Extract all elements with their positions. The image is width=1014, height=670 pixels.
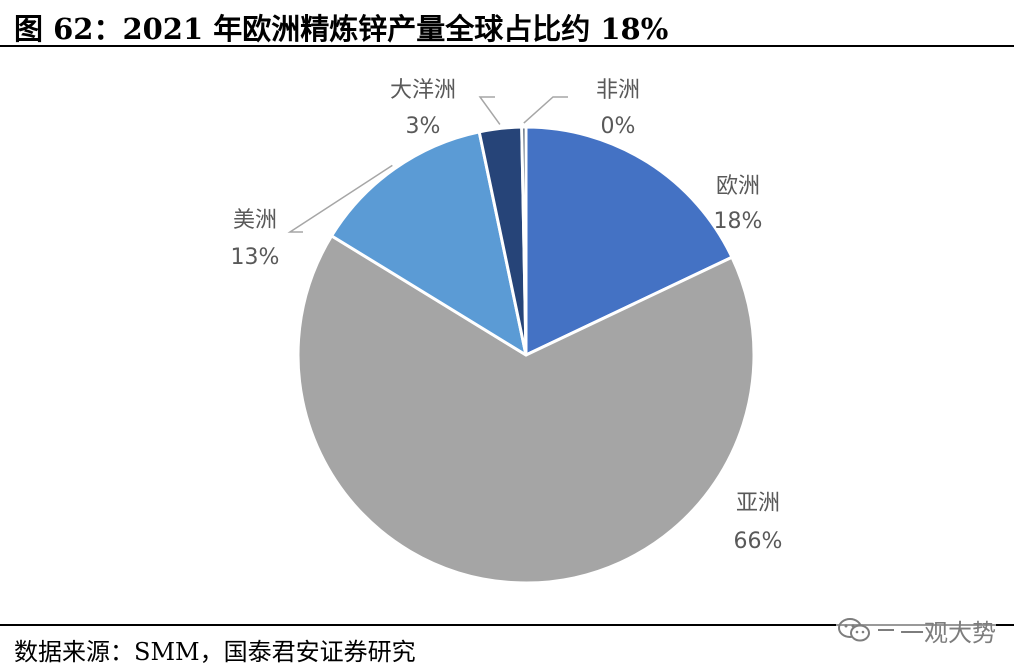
- pie-slice-2: [330, 130, 528, 357]
- slice-value-1: 66%: [734, 529, 783, 554]
- pie-slice-4: [520, 125, 528, 357]
- slice-value-0: 18%: [714, 209, 763, 234]
- watermark-dash: [878, 629, 894, 631]
- leader-line-2: [287, 164, 393, 233]
- wechat-icon: [838, 618, 870, 642]
- slice-label-3: 大洋洲: [390, 78, 456, 103]
- watermark-text: 一观大势: [900, 618, 996, 647]
- slice-value-3: 3%: [406, 114, 441, 139]
- source-rule: [0, 624, 1014, 626]
- source-note: 数据来源：SMM，国泰君安证券研究: [14, 638, 416, 666]
- leader-line-3: [478, 96, 501, 125]
- slice-label-4: 非洲: [596, 78, 640, 103]
- slice-label-1: 亚洲: [736, 491, 780, 516]
- pie-slice-0: [524, 125, 734, 357]
- watermark: 一观大势: [836, 612, 996, 648]
- slice-label-2: 美洲: [233, 208, 277, 233]
- slice-value-2: 13%: [231, 245, 280, 270]
- figure-title: 图 62：2021 年欧洲精炼锌产量全球占比约 18%: [14, 12, 669, 46]
- leader-line-4: [523, 96, 568, 124]
- title-rule: [0, 45, 1014, 47]
- pie-slice-1: [296, 234, 756, 585]
- slice-value-4: 0%: [601, 114, 636, 139]
- slice-label-0: 欧洲: [716, 174, 760, 199]
